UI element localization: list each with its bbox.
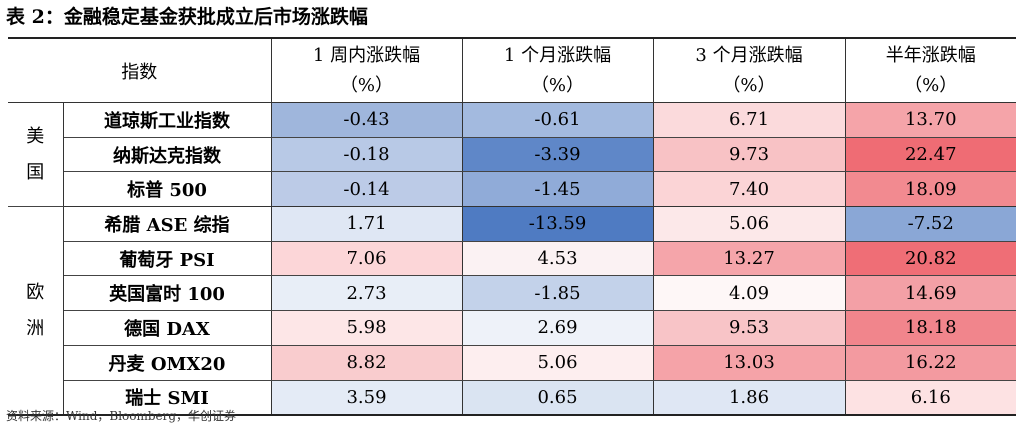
value-cell: -1.85 (461, 275, 653, 312)
value-cell: 2.73 (270, 275, 462, 312)
index-header: 指数 (8, 38, 271, 103)
table-row: 葡萄牙 PSI 7.06 4.53 13.27 20.82 (8, 241, 1016, 277)
value-cell: -0.61 (461, 102, 653, 138)
header-halfyear: 半年涨跌幅 （%） (844, 38, 1016, 103)
value-cell: 0.65 (461, 380, 653, 416)
table-row: 标普 500 -0.14 -1.45 7.40 18.09 (8, 171, 1016, 208)
index-name-cell: 道琼斯工业指数 (63, 102, 272, 138)
value-cell: 5.98 (270, 310, 462, 346)
value-cell: 5.06 (652, 206, 845, 242)
value-cell: 13.27 (652, 241, 845, 277)
header-halfyear-unit: （%） (904, 74, 958, 96)
index-name-cell: 纳斯达克指数 (63, 137, 272, 173)
value-cell: -7.52 (844, 206, 1016, 242)
value-cell: 13.03 (652, 345, 845, 381)
table-row: 欧洲希腊 ASE 综指 1.71 -13.59 5.06 -7.52 (8, 206, 1016, 416)
header-week: 1 周内涨跌幅 （%） (270, 38, 462, 103)
table-row: 瑞士 SMI 3.59 0.65 1.86 6.16 (8, 380, 1016, 416)
value-cell: 6.71 (652, 102, 845, 138)
table-row: 丹麦 OMX20 8.82 5.06 13.03 16.22 (8, 345, 1016, 381)
value-cell: 6.16 (844, 380, 1016, 416)
value-cell: 14.69 (844, 275, 1016, 312)
value-cell: 9.53 (652, 310, 845, 346)
header-month-unit: （%） (530, 74, 585, 96)
market-change-table: 指数 1 周内涨跌幅 （%） 1 个月涨跌幅 （%） 3 个月涨跌幅 （%） 半… (8, 37, 1016, 417)
value-cell: -0.18 (270, 137, 462, 173)
value-cell: 18.09 (844, 171, 1016, 208)
index-name-cell: 标普 500 (63, 171, 272, 208)
value-cell: 1.71 (270, 206, 462, 242)
region-label: 欧洲 (8, 206, 64, 416)
table-row: 美国道琼斯工业指数 -0.43 -0.61 6.71 13.70 (8, 102, 1016, 208)
header-month-line1: 1 个月涨跌幅 (503, 44, 612, 66)
value-cell: 9.73 (652, 137, 845, 173)
table-body: 美国道琼斯工业指数 -0.43 -0.61 6.71 13.70 纳斯达克指数 -0.18-… (8, 102, 1016, 416)
header-3month-line1: 3 个月涨跌幅 (695, 44, 803, 66)
value-cell: 4.53 (461, 241, 653, 277)
table-title: 表 2：金融稳定基金获批成立后市场涨跌幅 (6, 6, 368, 28)
index-name-cell: 德国 DAX (63, 310, 272, 346)
header-3month-unit: （%） (722, 74, 776, 96)
header-month: 1 个月涨跌幅 （%） (461, 38, 653, 103)
index-name-cell: 英国富时 100 (63, 275, 272, 312)
value-cell: 4.09 (652, 275, 845, 312)
header-week-line1: 1 周内涨跌幅 (312, 44, 421, 66)
index-name-cell: 葡萄牙 PSI (63, 241, 272, 277)
table-row: 德国 DAX 5.98 2.69 9.53 18.18 (8, 310, 1016, 346)
value-cell: 2.69 (461, 310, 653, 346)
table-row: 英国富时 100 2.73 -1.85 4.09 14.69 (8, 275, 1016, 312)
value-cell: 8.82 (270, 345, 462, 381)
value-cell: 1.86 (652, 380, 845, 416)
table-row: 纳斯达克指数 -0.18 -3.39 9.73 22.47 (8, 137, 1016, 173)
source-note: 资料来源：Wind，Bloomberg，华创证券 (6, 409, 237, 423)
index-name-cell: 丹麦 OMX20 (63, 345, 272, 381)
value-cell: 18.18 (844, 310, 1016, 346)
value-cell: 13.70 (844, 102, 1016, 138)
region-label: 美国 (8, 102, 64, 208)
index-name-cell: 希腊 ASE 综指 (63, 206, 272, 242)
value-cell: 22.47 (844, 137, 1016, 173)
header-week-unit: （%） (339, 74, 394, 96)
value-cell: 5.06 (461, 345, 653, 381)
value-cell: -1.45 (461, 171, 653, 208)
region-label-char: 国 (26, 161, 45, 183)
region-label-char: 美 (26, 125, 45, 147)
value-cell: 7.40 (652, 171, 845, 208)
value-cell: -0.14 (270, 171, 462, 208)
header-halfyear-line1: 半年涨跌幅 (885, 44, 976, 66)
header-row: 指数 1 周内涨跌幅 （%） 1 个月涨跌幅 （%） 3 个月涨跌幅 （%） 半… (8, 38, 1016, 103)
index-name-cell: 瑞士 SMI (63, 380, 272, 416)
value-cell: -0.43 (270, 102, 462, 138)
region-label-char: 洲 (26, 317, 45, 339)
value-cell: 16.22 (844, 345, 1016, 381)
value-cell: 20.82 (844, 241, 1016, 277)
header-3month: 3 个月涨跌幅 （%） (652, 38, 845, 103)
value-cell: -3.39 (461, 137, 653, 173)
region-label-char: 欧 (26, 281, 45, 303)
value-cell: 7.06 (270, 241, 462, 277)
value-cell: -13.59 (461, 206, 653, 242)
value-cell: 3.59 (270, 380, 462, 416)
